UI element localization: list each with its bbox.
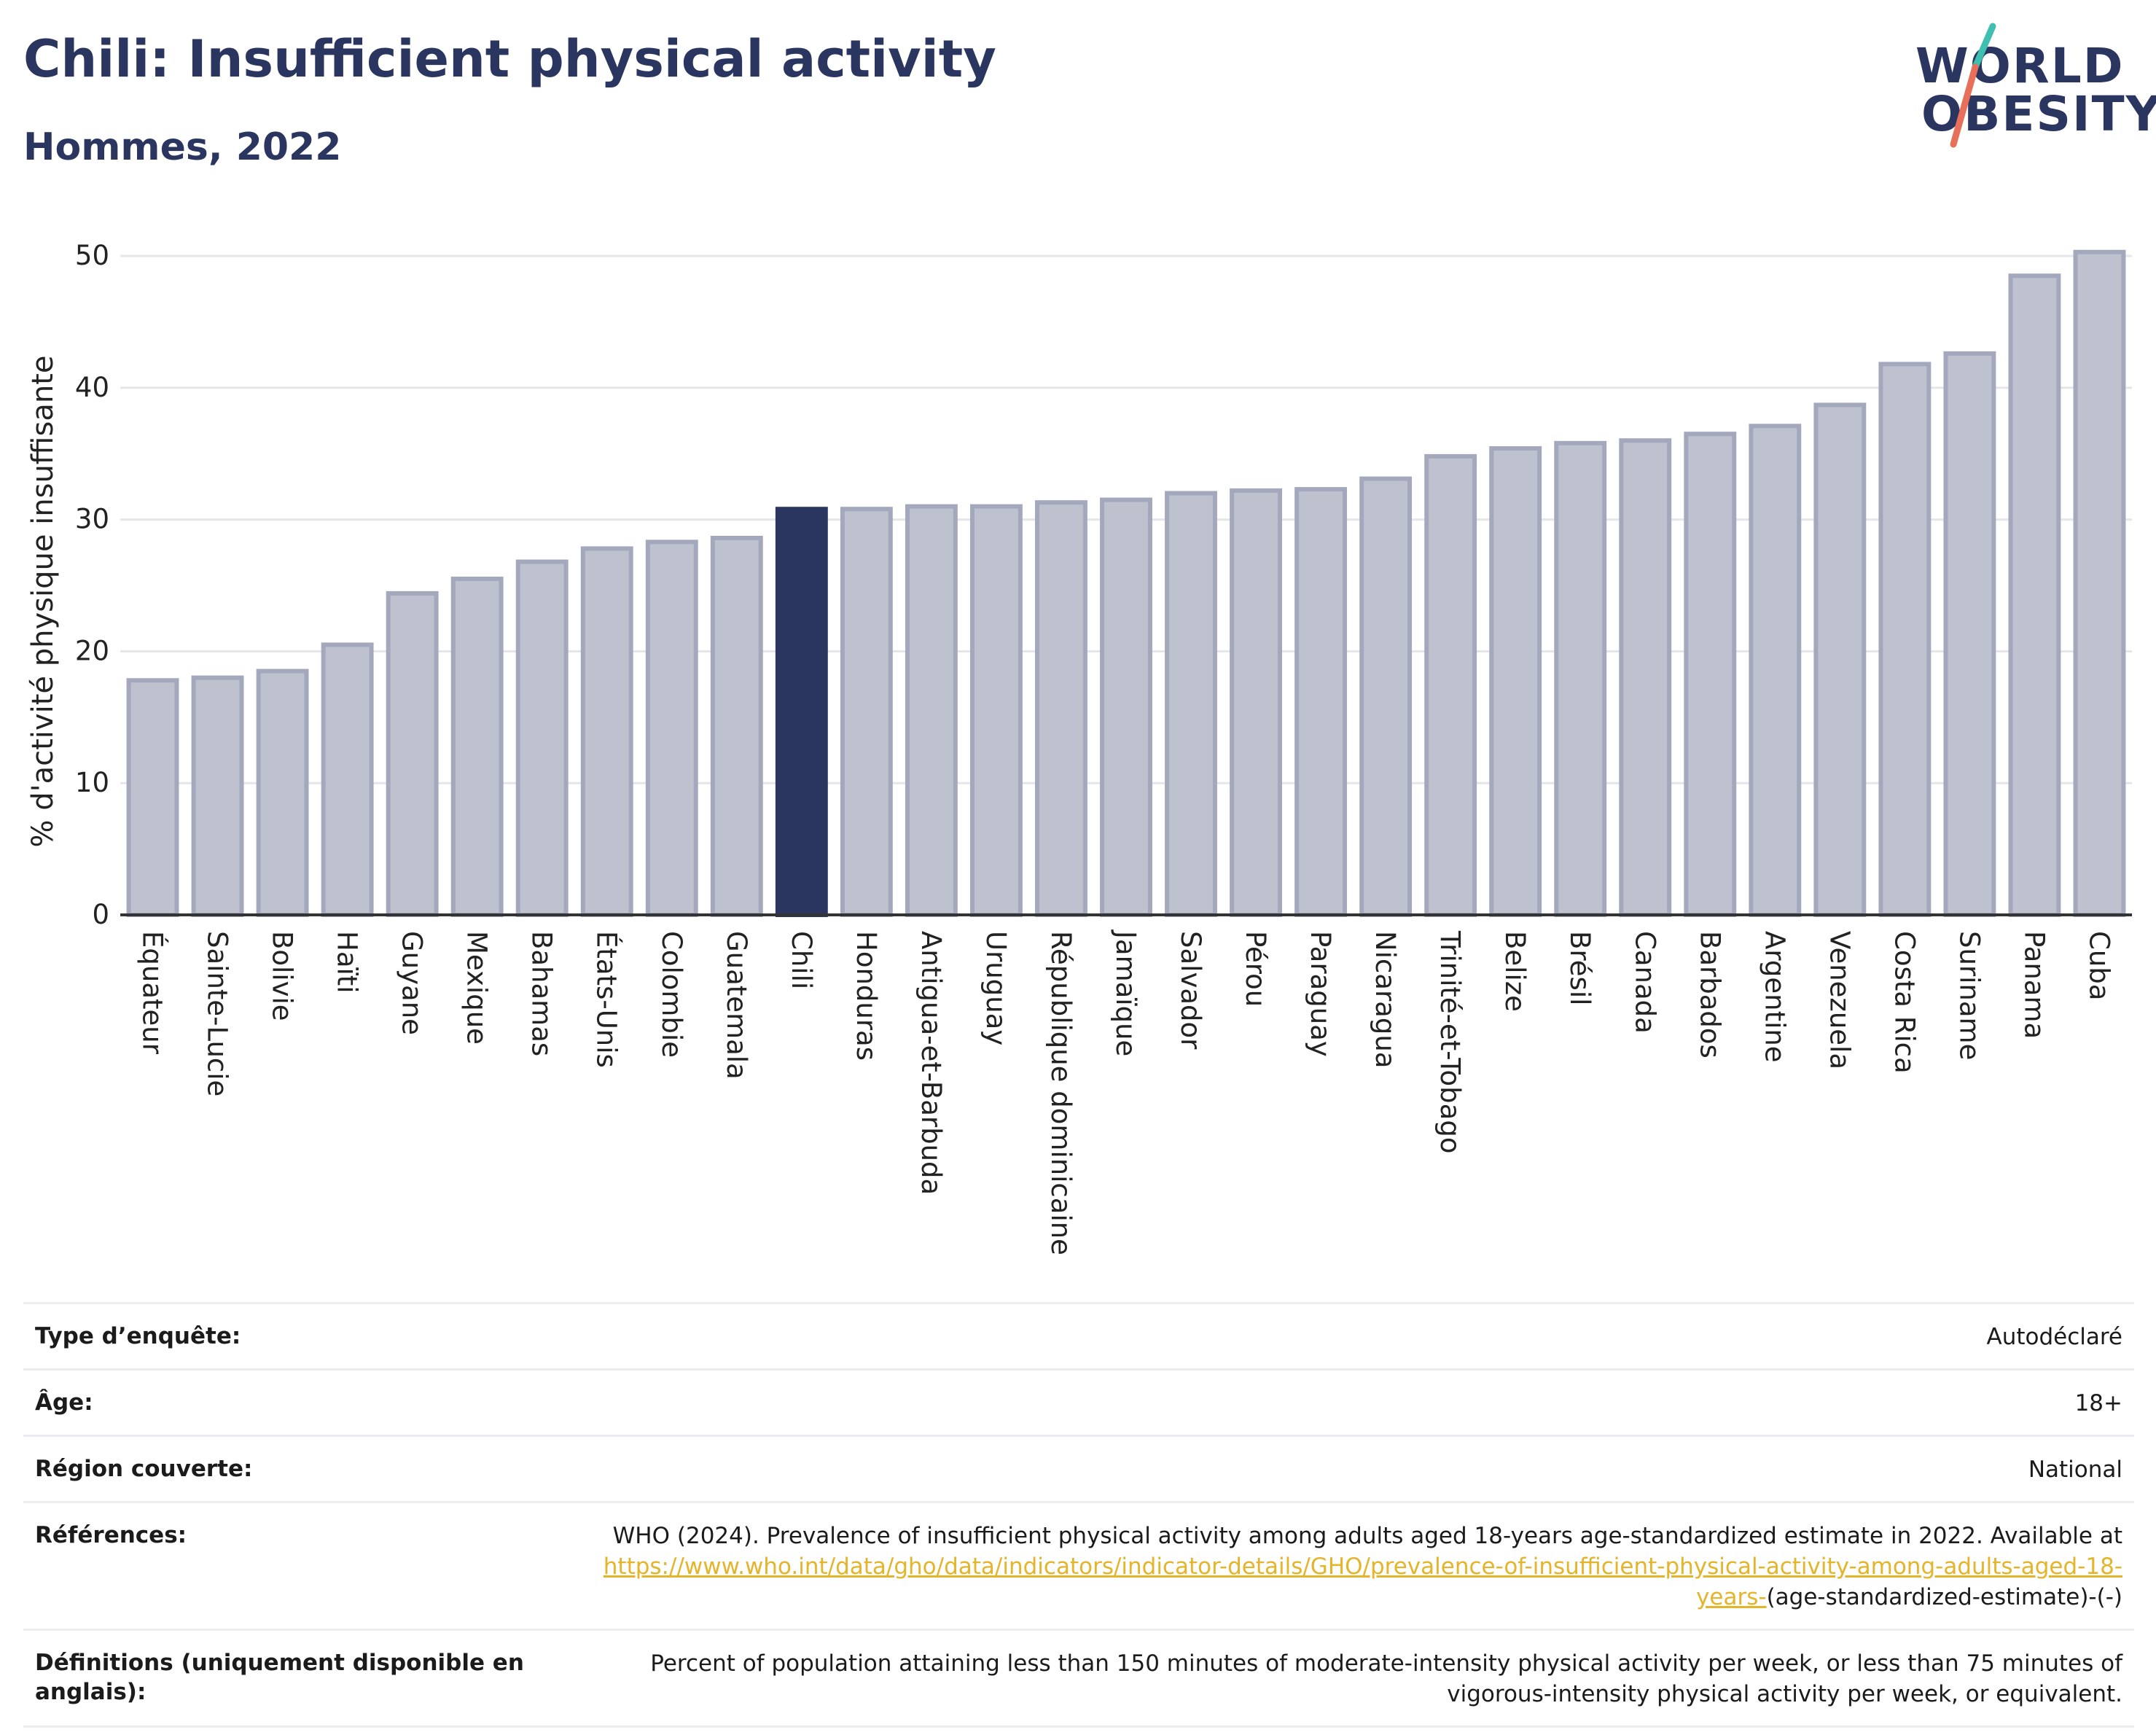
bar-25 xyxy=(1749,424,1802,917)
bar-3 xyxy=(321,642,374,918)
x-tick-label: Suriname xyxy=(1953,931,1985,1060)
bar-15 xyxy=(1100,497,1152,917)
x-tick-label: Mexique xyxy=(461,931,493,1045)
x-tick-label: Honduras xyxy=(851,931,882,1061)
bar-16 xyxy=(1165,491,1217,917)
logo-line-1: WORLD xyxy=(1915,38,2125,94)
x-tick-label: Guyane xyxy=(397,931,428,1035)
bar-17 xyxy=(1230,488,1283,917)
references-value: WHO (2024). Prevalence of insufficient p… xyxy=(548,1521,2122,1613)
x-tick-label: Costa Rica xyxy=(1889,931,1920,1074)
references-text: WHO (2024). Prevalence of insufficient p… xyxy=(612,1523,2122,1549)
age-label: Âge: xyxy=(35,1389,93,1416)
bar-11 xyxy=(840,507,893,917)
y-tick-label: 10 xyxy=(75,767,109,798)
chart-subtitle: Hommes, 2022 xyxy=(23,125,342,169)
bar-13 xyxy=(969,504,1023,917)
references-label: Références: xyxy=(35,1522,187,1548)
chart-title: Chili: Insufficient physical activity xyxy=(23,29,996,89)
bar-20 xyxy=(1424,453,1477,917)
bar-28 xyxy=(1943,351,1996,917)
bar-0 xyxy=(126,678,179,917)
x-tick-label: Venezuela xyxy=(1824,931,1855,1069)
world-obesity-logo: WORLD OBESITY xyxy=(1902,22,2156,153)
bar-7 xyxy=(580,546,633,917)
x-tick-label: Canada xyxy=(1629,931,1660,1034)
x-tick-label: Brésil xyxy=(1564,931,1595,1005)
y-tick-label: 50 xyxy=(75,240,109,271)
x-tick-label: Colombie xyxy=(656,931,687,1058)
x-tick-label: Chili xyxy=(786,931,817,989)
survey-type-label: Type d’enquête: xyxy=(35,1323,241,1349)
age-value: 18+ xyxy=(2074,1390,2122,1416)
bar-1 xyxy=(191,675,244,917)
x-tick-label: Guatemala xyxy=(721,931,752,1080)
x-tick-label: Barbados xyxy=(1694,931,1725,1058)
x-tick-label: Salvador xyxy=(1175,931,1206,1050)
x-tick-label: République dominicaine xyxy=(1045,931,1077,1255)
age-row: Âge: 18+ xyxy=(23,1368,2134,1435)
definitions-row: Définitions (uniquement disponible en an… xyxy=(23,1629,2134,1728)
bar-14 xyxy=(1035,500,1087,917)
x-tick-label: Haïti xyxy=(332,931,363,994)
y-tick-label: 40 xyxy=(75,372,109,403)
y-tick-label: 30 xyxy=(75,504,109,535)
bar-30 xyxy=(2073,249,2126,917)
x-tick-label: Trinité-et-Tobago xyxy=(1434,930,1466,1153)
x-tick-label: États-Unis xyxy=(591,931,623,1068)
bar-chart: 0 10 20 30 40 50 % d'activité physique insuffi… xyxy=(26,240,2132,1255)
bar-24 xyxy=(1684,432,1737,917)
bar-21 xyxy=(1489,446,1542,917)
bar-26 xyxy=(1813,402,1867,917)
bar-2 xyxy=(256,668,309,917)
definitions-label: Définitions (uniquement disponible en an… xyxy=(35,1650,524,1705)
x-tick-label: Panama xyxy=(2018,931,2050,1039)
x-tick-label: Bolivie xyxy=(267,931,298,1021)
bar-18 xyxy=(1294,487,1348,917)
logo-slash-icon xyxy=(1950,23,1996,148)
y-tick-label: 20 xyxy=(75,635,109,666)
bar-23 xyxy=(1619,438,1672,917)
x-tick-label: Bahamas xyxy=(526,931,558,1056)
survey-type-value: Autodéclaré xyxy=(1986,1324,2122,1350)
bar-22 xyxy=(1554,440,1607,917)
bar-4 xyxy=(386,590,439,918)
bar-27 xyxy=(1878,362,1932,917)
info-table: Type d’enquête: Autodéclaré Âge: 18+ Rég… xyxy=(23,1302,2134,1728)
bar-19 xyxy=(1359,476,1413,917)
region-value: National xyxy=(2028,1457,2122,1483)
references-suffix: (age-standardized-estimate)-(-) xyxy=(1766,1584,2122,1610)
region-row: Région couverte: National xyxy=(23,1435,2134,1501)
x-tick-label: Équateur xyxy=(137,931,169,1055)
definitions-value: Percent of population attaining less tha… xyxy=(650,1650,2122,1707)
bar-6 xyxy=(515,559,569,917)
bar-12 xyxy=(905,504,958,917)
x-tick-label: Uruguay xyxy=(980,931,1012,1045)
x-tick-label: Paraguay xyxy=(1305,931,1336,1057)
references-row: Références: WHO (2024). Prevalence of in… xyxy=(23,1501,2134,1629)
x-tick-label: Cuba xyxy=(2083,931,2114,1000)
x-tick-label: Argentine xyxy=(1759,931,1790,1063)
bar-10 xyxy=(775,507,828,917)
x-tick-label: Jamaïque xyxy=(1110,929,1141,1056)
bar-29 xyxy=(2008,273,2061,917)
x-tick-label: Nicaragua xyxy=(1370,931,1401,1068)
bar-8 xyxy=(645,539,698,918)
y-tick-label: 0 xyxy=(92,899,109,930)
survey-type-row: Type d’enquête: Autodéclaré xyxy=(23,1302,2134,1368)
bar-9 xyxy=(710,536,763,917)
x-tick-label: Sainte-Lucie xyxy=(202,931,233,1096)
x-tick-label: Belize xyxy=(1499,931,1531,1012)
x-tick-label: Antigua-et-Barbuda xyxy=(915,931,947,1195)
x-tick-label: Pérou xyxy=(1240,931,1271,1007)
references-link[interactable]: https://www.who.int/data/gho/data/indica… xyxy=(603,1553,2122,1610)
y-axis-title: % d'activité physique insuffisante xyxy=(26,356,60,848)
bar-5 xyxy=(450,577,504,917)
region-label: Région couverte: xyxy=(35,1456,253,1482)
